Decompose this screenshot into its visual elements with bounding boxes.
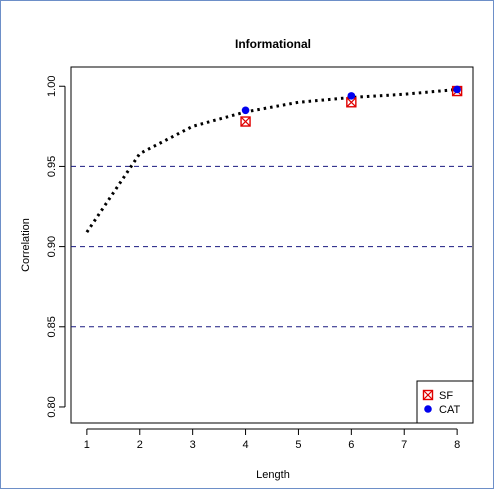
y-tick-label: 0.80	[46, 396, 58, 417]
x-tick-label: 8	[454, 439, 460, 451]
x-tick-label: 7	[401, 439, 407, 451]
y-tick-label: 0.90	[46, 236, 58, 257]
x-tick-label: 2	[137, 439, 143, 451]
x-axis-label: Length	[256, 469, 290, 481]
cat-point	[347, 92, 356, 100]
x-tick-label: 1	[84, 439, 90, 451]
reference-lines	[71, 165, 473, 328]
x-tick-label: 5	[295, 439, 301, 451]
data-points	[240, 85, 463, 127]
chart-title: Informational	[235, 37, 311, 51]
trend-curve	[85, 87, 458, 234]
legend: SF CAT	[416, 380, 474, 424]
plot-area	[70, 66, 474, 424]
legend-cat-label: CAT	[439, 404, 460, 416]
legend-box	[416, 380, 474, 424]
x-tick-label: 3	[190, 439, 196, 451]
y-tick-label: 0.95	[46, 156, 58, 177]
x-tick-label: 4	[242, 439, 248, 451]
y-axis-label: Correlation	[20, 218, 32, 272]
curve-line	[85, 87, 458, 234]
y-tick-label: 1.00	[46, 76, 58, 97]
cat-point	[453, 85, 461, 94]
legend-sf-symbol	[422, 389, 434, 401]
x-axis: 1 2 3 4 5 6 7 8	[84, 428, 460, 451]
legend-cat-symbol	[424, 405, 432, 413]
sf-point	[240, 116, 251, 127]
cat-point	[241, 106, 250, 115]
x-tick-label: 6	[348, 439, 354, 451]
y-axis: 0.80 0.85 0.90 0.95 1.00	[46, 76, 66, 418]
y-tick-label: 0.85	[46, 316, 58, 337]
legend-sf-label: SF	[439, 390, 453, 402]
